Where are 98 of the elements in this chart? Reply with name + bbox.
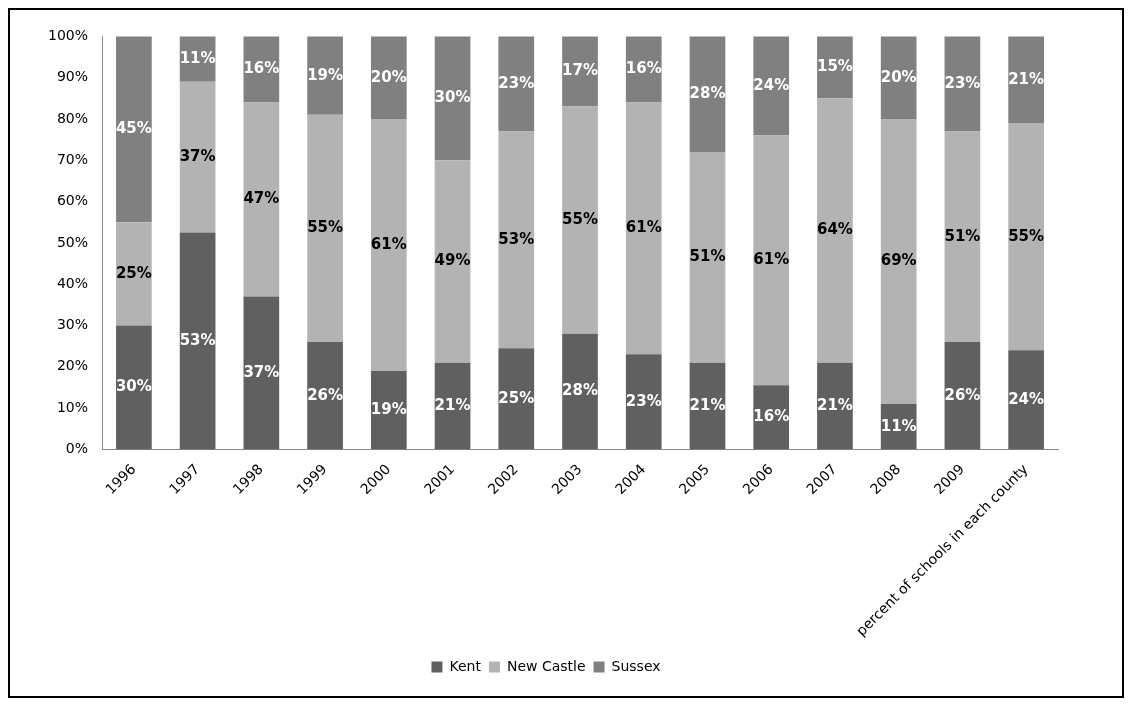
bar [753,36,790,136]
bar [498,348,535,450]
bar [1008,36,1044,124]
bar [689,36,726,153]
data-label: 21% [689,395,726,414]
bar [562,36,598,107]
data-label: 25% [115,263,152,282]
data-label: 37% [179,147,216,166]
data-label: 23% [498,73,535,92]
data-label: 51% [944,226,981,245]
bar [434,160,471,363]
legend-label: Sussex [611,657,661,674]
y-tick-label: 50% [56,233,89,250]
data-label: 25% [498,388,535,407]
data-label: 64% [816,220,853,239]
data-label: 24% [1008,389,1045,408]
y-tick-label: 60% [56,192,89,209]
data-label: 26% [944,385,981,404]
data-label: 21% [816,395,853,414]
y-tick-label: 90% [56,68,89,85]
legend-label: New Castle [506,657,586,674]
bar [498,36,535,132]
bar [689,152,726,363]
bar [370,370,407,450]
y-tick-label: 30% [56,316,89,333]
y-tick-label: 70% [56,150,89,167]
data-label: 19% [370,400,407,419]
y-tick-label: 40% [56,274,89,291]
bar [880,118,917,404]
data-label: 28% [562,381,598,400]
data-label: 45% [115,119,152,138]
data-label: 21% [1008,69,1045,88]
bar [307,341,343,450]
bar [116,36,152,223]
data-label: 55% [562,210,598,229]
y-tick-label: 20% [56,357,89,374]
bar [625,102,662,355]
data-label: 53% [498,229,535,248]
data-label: 53% [179,330,216,349]
data-label: 30% [434,88,471,107]
data-label: 55% [1008,226,1045,245]
bar [307,114,343,342]
bar [243,296,280,450]
bar [1008,123,1044,351]
bar [1008,350,1044,450]
bar [562,106,598,334]
y-tick-label: 100% [47,27,89,44]
data-label: 23% [625,391,662,410]
bar [944,131,981,342]
bar [434,36,471,161]
bar [179,232,216,450]
data-label: 49% [434,251,471,270]
data-label: 61% [625,218,662,237]
bar [625,354,662,450]
bar [307,36,343,115]
y-tick-label: 80% [56,109,89,126]
bar [179,81,216,233]
data-label: 61% [753,250,790,269]
data-label: 61% [370,234,407,253]
data-label: 47% [243,189,280,208]
data-label: 20% [370,67,407,86]
bar [817,362,853,450]
data-label: 30% [115,377,152,396]
data-label: 23% [944,73,981,92]
data-label: 16% [625,59,662,78]
data-label: 51% [689,247,726,266]
data-label: 16% [753,407,790,426]
bar [370,36,407,119]
bar [625,36,662,103]
bar [817,98,853,363]
bar [498,131,535,349]
data-label: 20% [880,67,917,86]
data-label: 55% [307,218,344,237]
data-label: 16% [243,59,280,78]
bar [817,36,853,99]
bar [243,102,280,297]
data-label: 15% [816,57,853,76]
data-label: 21% [434,395,471,414]
bar [944,36,981,132]
data-label: 11% [179,49,216,67]
bar [753,135,790,386]
data-label: 28% [689,84,726,103]
data-label: 11% [880,416,917,435]
data-label: 17% [562,61,598,80]
bar [116,222,152,326]
bar [370,118,407,371]
bar [116,325,152,450]
data-label: 19% [307,65,344,84]
y-tick-label: 10% [56,398,89,415]
data-label: 24% [753,75,790,94]
bar [562,333,598,450]
bar [944,341,981,450]
data-label: 26% [307,385,344,404]
data-label: 37% [243,362,280,381]
legend-label: Kent [449,657,482,674]
y-tick-label: 0% [65,439,89,456]
data-label: 69% [880,251,917,270]
bar [880,36,917,119]
